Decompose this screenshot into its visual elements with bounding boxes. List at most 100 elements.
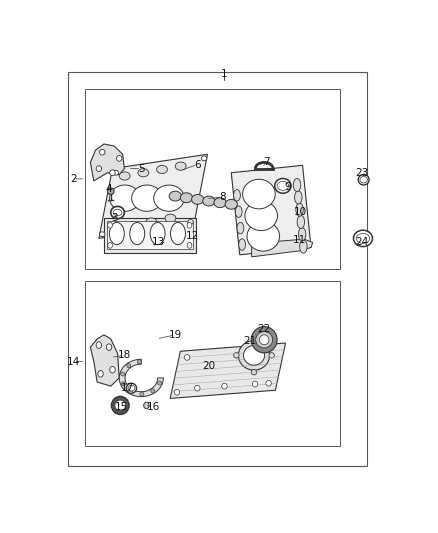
Ellipse shape: [277, 181, 289, 190]
Ellipse shape: [295, 191, 302, 204]
Ellipse shape: [243, 179, 275, 209]
Ellipse shape: [128, 385, 135, 391]
Ellipse shape: [194, 385, 200, 391]
Polygon shape: [104, 218, 196, 253]
Ellipse shape: [146, 218, 157, 226]
Ellipse shape: [129, 390, 133, 393]
Polygon shape: [119, 359, 163, 397]
Polygon shape: [99, 154, 208, 238]
Ellipse shape: [300, 240, 307, 253]
Text: 24: 24: [355, 238, 369, 247]
Ellipse shape: [252, 381, 258, 387]
Ellipse shape: [170, 222, 185, 245]
Text: 3: 3: [111, 213, 117, 223]
Ellipse shape: [356, 233, 370, 243]
Ellipse shape: [151, 389, 155, 393]
Ellipse shape: [98, 370, 103, 377]
Ellipse shape: [169, 191, 181, 201]
Ellipse shape: [99, 149, 105, 155]
Ellipse shape: [251, 336, 257, 341]
Ellipse shape: [293, 179, 301, 191]
Ellipse shape: [154, 185, 184, 211]
Ellipse shape: [188, 220, 193, 224]
Text: 19: 19: [169, 330, 182, 340]
Ellipse shape: [225, 199, 237, 209]
Ellipse shape: [275, 179, 291, 193]
Ellipse shape: [108, 243, 113, 248]
Text: 16: 16: [147, 402, 160, 411]
Ellipse shape: [111, 397, 129, 415]
Ellipse shape: [251, 369, 257, 375]
Ellipse shape: [233, 190, 240, 201]
Ellipse shape: [144, 402, 149, 409]
Text: 6: 6: [194, 159, 201, 169]
Ellipse shape: [127, 222, 138, 230]
Ellipse shape: [120, 372, 125, 376]
Ellipse shape: [237, 222, 244, 234]
Ellipse shape: [191, 195, 204, 204]
Ellipse shape: [233, 353, 239, 358]
Ellipse shape: [157, 165, 167, 174]
Text: 10: 10: [294, 207, 307, 217]
Ellipse shape: [298, 228, 306, 241]
Ellipse shape: [115, 400, 126, 411]
Ellipse shape: [117, 156, 122, 161]
Ellipse shape: [174, 390, 180, 395]
Ellipse shape: [110, 170, 115, 175]
Ellipse shape: [239, 239, 245, 251]
Ellipse shape: [96, 166, 102, 172]
Ellipse shape: [165, 214, 176, 222]
Ellipse shape: [297, 215, 304, 229]
Ellipse shape: [353, 230, 372, 247]
Ellipse shape: [235, 206, 242, 217]
Text: 23: 23: [355, 168, 369, 177]
Ellipse shape: [251, 327, 277, 353]
Ellipse shape: [259, 335, 269, 345]
Ellipse shape: [238, 341, 270, 370]
Text: 5: 5: [138, 164, 145, 174]
Ellipse shape: [110, 366, 115, 373]
Ellipse shape: [244, 345, 265, 365]
Ellipse shape: [111, 206, 124, 219]
Ellipse shape: [184, 354, 190, 360]
Polygon shape: [90, 335, 119, 386]
Text: 9: 9: [284, 182, 290, 192]
Ellipse shape: [107, 188, 114, 195]
Text: 20: 20: [203, 361, 216, 370]
Ellipse shape: [150, 222, 165, 245]
Text: 18: 18: [118, 350, 131, 360]
Ellipse shape: [121, 382, 125, 386]
Text: 22: 22: [257, 324, 270, 334]
Polygon shape: [251, 239, 313, 257]
Ellipse shape: [127, 364, 131, 368]
Ellipse shape: [99, 232, 105, 237]
Ellipse shape: [106, 344, 112, 350]
Text: 13: 13: [152, 238, 165, 247]
Bar: [85, 88, 340, 269]
Ellipse shape: [108, 225, 119, 233]
Ellipse shape: [108, 222, 113, 228]
Polygon shape: [107, 221, 193, 249]
Text: 1: 1: [221, 69, 228, 79]
Text: 11: 11: [293, 236, 306, 245]
Bar: [68, 72, 367, 466]
Text: 21: 21: [243, 336, 257, 346]
Ellipse shape: [214, 198, 226, 207]
Ellipse shape: [203, 196, 215, 206]
Text: 7: 7: [264, 157, 270, 167]
Polygon shape: [170, 343, 286, 399]
Ellipse shape: [296, 203, 303, 216]
Ellipse shape: [187, 222, 192, 228]
Ellipse shape: [187, 243, 192, 248]
Text: 8: 8: [219, 192, 226, 203]
Ellipse shape: [140, 392, 144, 396]
Ellipse shape: [132, 185, 162, 211]
Ellipse shape: [138, 168, 149, 177]
Ellipse shape: [113, 170, 119, 175]
Ellipse shape: [130, 222, 145, 245]
Bar: [85, 281, 340, 446]
Ellipse shape: [245, 201, 277, 231]
Ellipse shape: [222, 383, 227, 389]
Ellipse shape: [175, 162, 186, 170]
Ellipse shape: [358, 174, 369, 185]
